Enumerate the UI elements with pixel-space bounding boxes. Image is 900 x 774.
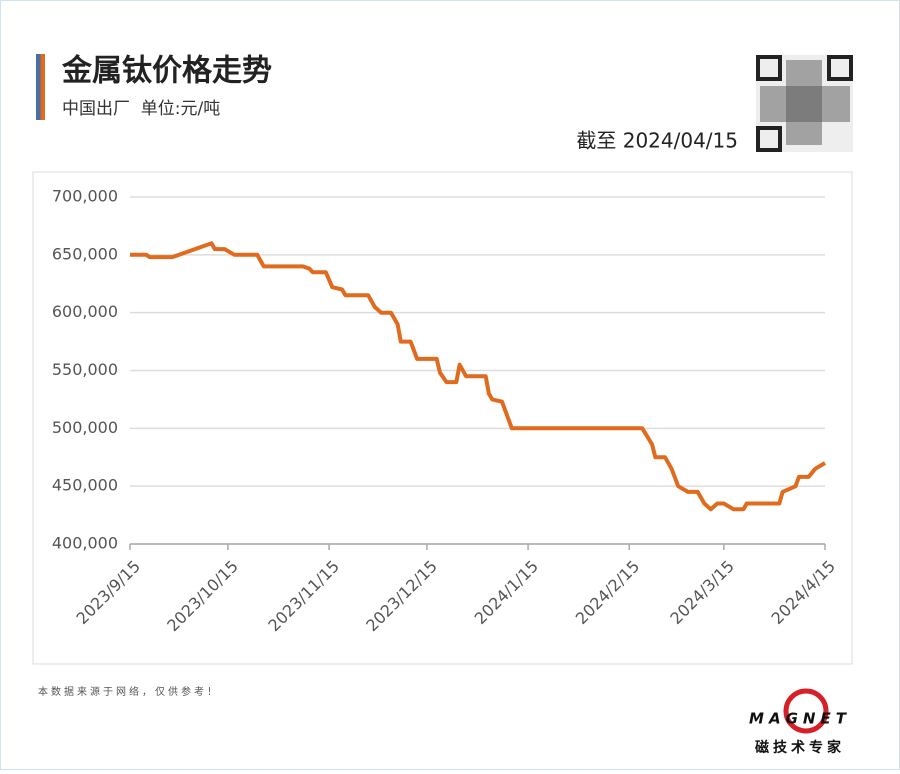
- logo-caption: 磁技术专家: [755, 739, 845, 756]
- y-tick-label: 550,000: [52, 360, 118, 379]
- y-tick-label: 400,000: [52, 534, 118, 553]
- date-note: 截至 2024/04/15: [576, 129, 738, 153]
- logo-text: MAGNET: [749, 710, 851, 728]
- y-tick-label: 500,000: [52, 418, 118, 437]
- source-note: 本数据来源于网络，仅供参考！: [38, 685, 220, 698]
- title: 金属钛价格走势: [61, 54, 272, 89]
- plot-frame: [32, 171, 853, 665]
- subtitle: 中国出厂 单位:元/吨: [62, 99, 220, 119]
- y-tick-label: 600,000: [52, 302, 118, 321]
- logo-ring: [783, 688, 829, 734]
- accent-bar: [36, 54, 45, 120]
- price-line: [130, 241, 827, 512]
- y-tick-label: 700,000: [52, 187, 118, 206]
- y-tick-label: 450,000: [52, 476, 118, 495]
- y-tick-label: 650,000: [52, 244, 118, 263]
- qr-code: [756, 55, 853, 152]
